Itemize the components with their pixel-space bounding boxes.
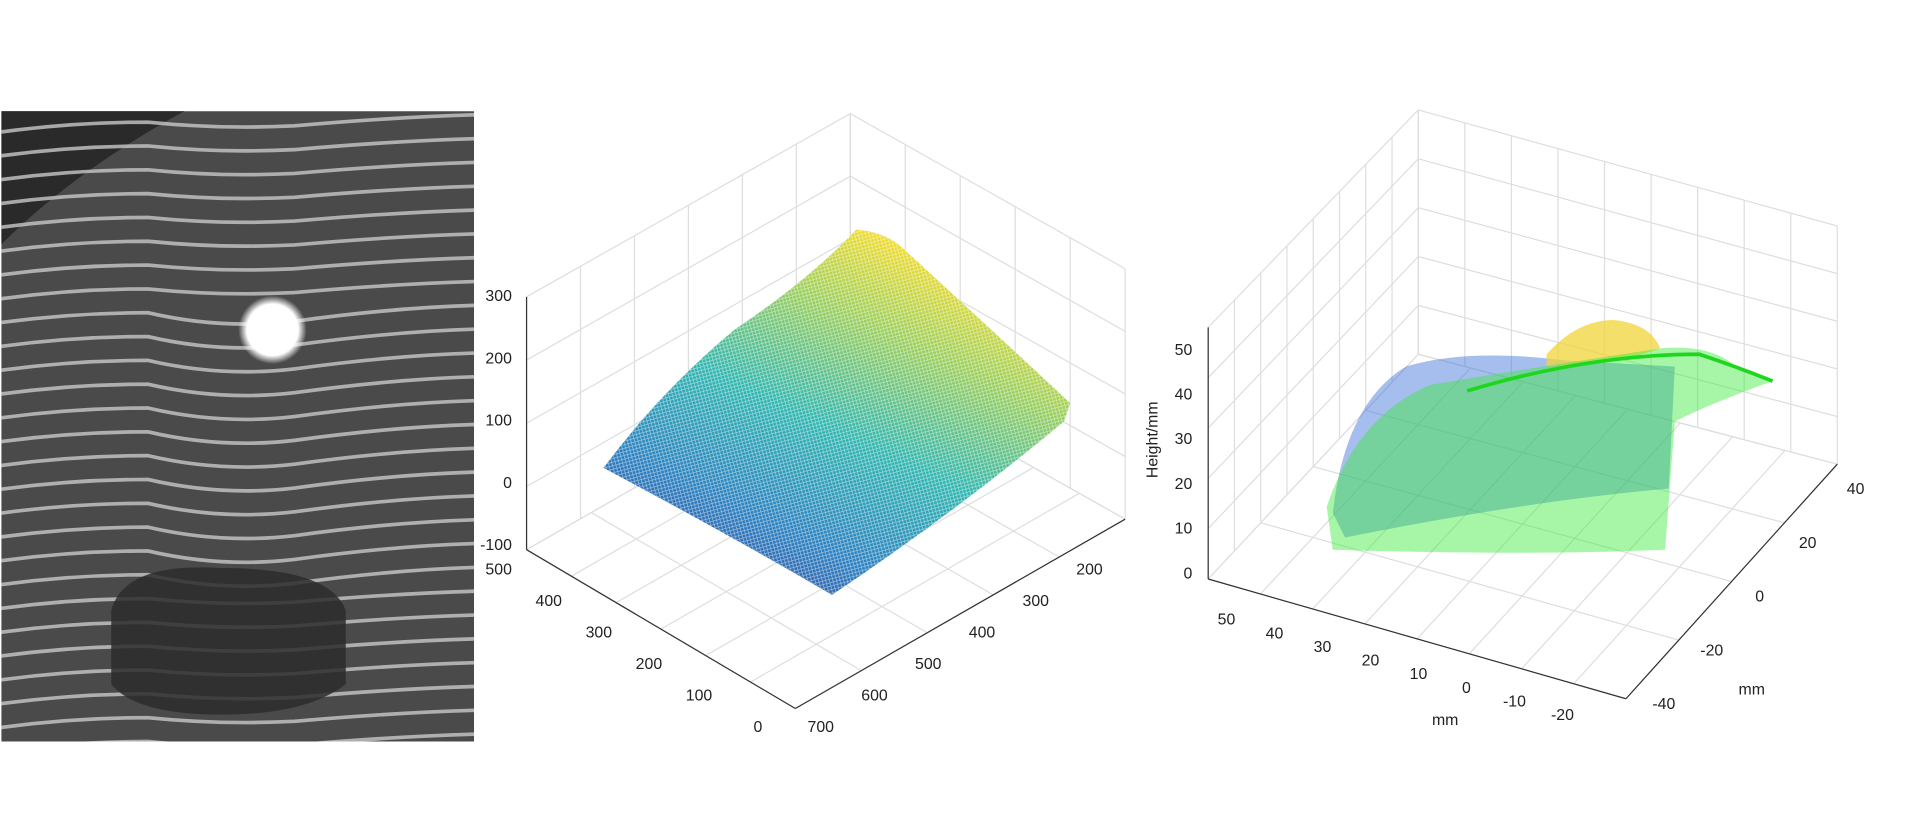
- fringe-stripe: [1, 232, 475, 253]
- fringe-stripe: [1, 208, 475, 230]
- grid-line: [526, 238, 851, 424]
- grid-line: [1418, 158, 1838, 275]
- x-tick-label: 300: [1023, 593, 1050, 610]
- y-tick-label: 100: [686, 688, 713, 705]
- fringe-photo: [1, 111, 475, 742]
- y-tick-label: 0: [753, 719, 762, 736]
- fringe-stripe: [1, 136, 475, 158]
- grid-line: [1418, 207, 1838, 322]
- fringe-stripe: [1, 494, 475, 517]
- fringe-stripe: [1, 375, 475, 398]
- fringe-stripe: [1, 160, 475, 182]
- grid-line: [526, 175, 851, 361]
- z-tick-label: 200: [485, 350, 512, 367]
- x-axis-label: mm: [1432, 712, 1458, 729]
- grid-line: [1207, 158, 1419, 379]
- y-tick-label: -20: [1700, 642, 1723, 659]
- y-tick-label: 500: [485, 562, 512, 579]
- x-tick-label: 400: [969, 625, 996, 642]
- fringe-stripe: [1, 517, 475, 541]
- fringe-stripe: [84, 732, 475, 742]
- x-tick-label: 500: [915, 656, 942, 673]
- point-cloud: [1332, 355, 1675, 538]
- point-cloud-plot: Height/mm 50 40 30 20 10 0 50 40 30 20 10 0 -10 -20 mm 4…: [1144, 109, 1865, 729]
- fringe-stripe: [1, 398, 475, 422]
- z-tick-label: 0: [1183, 565, 1192, 582]
- y-tick-label: -40: [1652, 696, 1675, 713]
- fringe-stripe: [1, 541, 475, 565]
- grid-line: [1418, 109, 1838, 227]
- grid-line: [1260, 522, 1679, 641]
- point-cloud: [1326, 347, 1773, 553]
- z-tick-label: 300: [485, 288, 512, 305]
- z-tick-label: 40: [1175, 386, 1193, 403]
- grid-line: [849, 113, 1126, 270]
- fringe-stripe: [1, 422, 475, 446]
- x-tick-label: 200: [1076, 562, 1103, 579]
- point-cloud-edge: [1466, 352, 1774, 393]
- surface-mesh: [603, 229, 1071, 595]
- fringe-stripe: [1, 303, 475, 326]
- axis-line: [1208, 578, 1627, 700]
- y-tick-label: 300: [586, 625, 613, 642]
- fringe-stripe: [1, 327, 475, 350]
- y-tick-label: 200: [636, 656, 663, 673]
- grid-line: [1365, 409, 1785, 524]
- grid-line: [1418, 255, 1838, 370]
- axis-line: [795, 518, 1126, 710]
- y-tick-label: 20: [1799, 535, 1817, 552]
- point-cloud: [1546, 320, 1661, 367]
- grid-line: [1207, 256, 1419, 479]
- x-tick-label: 40: [1266, 625, 1284, 642]
- x-tick-label: 20: [1362, 653, 1380, 670]
- grid-line: [1418, 304, 1838, 418]
- grid-line: [849, 175, 1126, 332]
- fringe-stripe: [1, 279, 475, 301]
- fringe-stripe: [1, 708, 475, 730]
- x-tick-label: 50: [1218, 612, 1236, 629]
- axis-line: [1625, 463, 1838, 700]
- z-tick-label: 10: [1175, 521, 1193, 538]
- grid-line: [526, 113, 851, 298]
- fringe-stripe: [1, 446, 475, 469]
- x-tick-label: -10: [1503, 693, 1526, 710]
- fringe-stripe: [1, 112, 475, 134]
- x-tick-label: 30: [1314, 639, 1332, 656]
- grid-line: [1207, 207, 1419, 429]
- z-tick-label: 30: [1175, 431, 1193, 448]
- y-tick-label: 40: [1847, 481, 1865, 498]
- x-tick-label: 600: [861, 688, 888, 705]
- axis-line: [526, 549, 796, 710]
- grid-line: [1207, 304, 1419, 530]
- fringe-stripe: [1, 184, 475, 206]
- grid-line: [1313, 466, 1732, 583]
- z-tick-label: -100: [480, 537, 512, 554]
- z-tick-label: 0: [503, 475, 512, 492]
- grid-line: [750, 492, 1080, 683]
- y-axis-label: mm: [1739, 681, 1765, 698]
- x-tick-label: 700: [808, 719, 835, 736]
- fringe-stripe: [1, 351, 475, 374]
- grid-line: [591, 512, 862, 672]
- x-tick-label: 10: [1410, 666, 1428, 683]
- y-tick-label: 0: [1755, 589, 1764, 606]
- z-tick-label: 100: [485, 413, 512, 430]
- x-tick-label: -20: [1551, 707, 1574, 724]
- fringe-stripe: [1, 255, 475, 277]
- z-axis-label: Height/mm: [1144, 401, 1161, 478]
- z-tick-label: 20: [1175, 476, 1193, 493]
- z-tick-label: 50: [1175, 342, 1193, 359]
- grid-line: [1207, 109, 1419, 328]
- y-tick-label: 400: [535, 593, 562, 610]
- surface-plot: 300 200 100 0 -100 500 400 300 200 100 0 700 600 500 4…: [480, 113, 1126, 736]
- fringe-stripe: [1, 470, 475, 493]
- x-tick-label: 0: [1462, 680, 1471, 697]
- grid-line: [1418, 353, 1838, 465]
